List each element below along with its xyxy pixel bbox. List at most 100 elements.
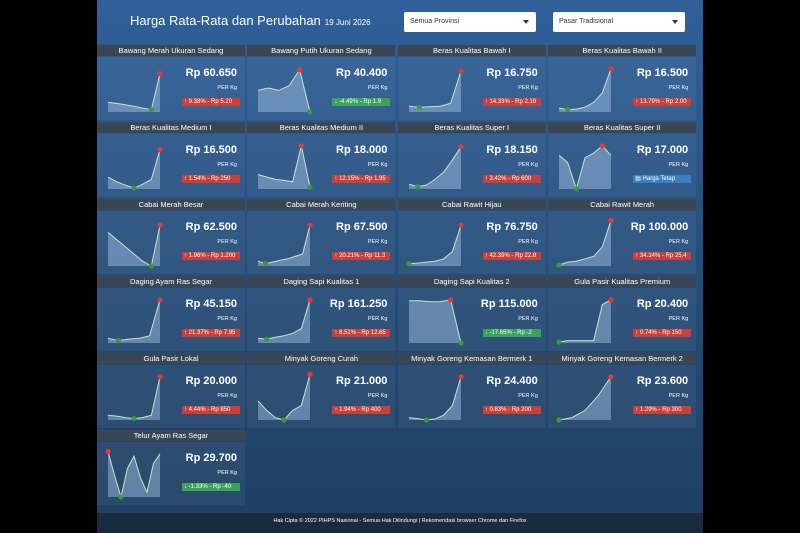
card-body: Rp 67.500 PER Kg ↑ 20.21% - Rp 11.3: [247, 211, 396, 274]
max-point: [458, 144, 464, 150]
change-icon: ↑: [635, 99, 640, 105]
sparkline-line: [559, 299, 612, 343]
change-badge: ↑ 12.15% - Rp 1.95: [332, 175, 391, 183]
change-text: -17.65% - Rp -2: [489, 330, 532, 336]
sparkline: [556, 217, 614, 268]
market-select[interactable]: Pasar Tradisional: [553, 12, 685, 32]
card-body: Rp 161.250 PER Kg ↑ 8.51% - Rp 12.65: [247, 288, 396, 351]
max-point: [297, 67, 303, 73]
card-title: Cabai Rawit Hijau: [397, 199, 546, 210]
price-card: Daging Sapi Kualitas 2 Rp 115.000 PER Kg ↓ …: [397, 276, 546, 351]
change-icon: ↑: [484, 176, 490, 182]
price-card: Minyak Goreng Kemasan Bermerk 2 Rp 23.600…: [548, 353, 697, 428]
max-point: [299, 143, 305, 149]
change-icon: ↑: [334, 407, 340, 413]
card-body: Rp 17.000 PER Kg ▤ Harga Tetap: [548, 134, 697, 197]
card-body: Rp 115.000 PER Kg ↓ -17.65% - Rp -2: [397, 288, 546, 351]
min-point: [423, 417, 429, 423]
min-point: [263, 261, 269, 267]
change-icon: ↑: [184, 407, 189, 413]
sparkline: [258, 143, 313, 190]
change-badge: ↑ 9.38% - Rp 5.20: [182, 98, 240, 106]
sparkline: [258, 222, 313, 267]
sparkline-line: [559, 220, 612, 266]
price-card: Beras Kualitas Medium II Rp 18.000 PER Kg ↑…: [247, 122, 396, 197]
sparkline-line: [408, 376, 462, 421]
price: Rp 100.000: [630, 221, 689, 233]
sparkline: [258, 371, 313, 423]
sparkline-area: [108, 376, 160, 420]
max-point: [608, 217, 614, 223]
sparkline-area: [108, 299, 160, 343]
sparkline: [107, 222, 163, 269]
change-text: 1.54% - Rp 250: [188, 176, 231, 182]
min-point: [458, 340, 464, 346]
price: Rp 29.700: [185, 452, 237, 464]
change-text: 3.42% - Rp 600: [489, 176, 532, 182]
price-card: Gula Pasir Kualitas Premium Rp 20.400 PER …: [548, 276, 697, 351]
max-point: [157, 297, 163, 303]
sparkline-line: [559, 376, 612, 421]
card-title: Bawang Putih Ukuran Sedang: [247, 45, 396, 56]
price: Rp 40.400: [336, 67, 388, 79]
card-body: Rp 60.650 PER Kg ↑ 9.38% - Rp 5.20: [97, 57, 245, 120]
sparkline: [107, 297, 163, 344]
sparkline: [408, 374, 464, 423]
card-body: Rp 16.500 PER Kg ↑ 13.79% - Rp 2.00: [548, 57, 697, 120]
unit: PER Kg: [217, 316, 237, 322]
change-badge: ↓ -4.49% - Rp 1.9: [332, 98, 391, 106]
min-point: [307, 109, 313, 115]
card-body: Rp 16.500 PER Kg ↑ 1.54% - Rp 250: [97, 134, 245, 197]
card-title: Gula Pasir Lokal: [97, 353, 245, 364]
change-icon: ↓: [334, 99, 340, 105]
price-card: Cabai Rawit Hijau Rp 76.750 PER Kg ↑ 42.39%…: [397, 199, 546, 274]
card-body: Rp 21.000 PER Kg ↑ 1.94% - Rp 400: [247, 365, 396, 428]
sparkline: [107, 374, 163, 422]
change-text: 1.94% - Rp 400: [339, 407, 381, 413]
change-icon: ↑: [184, 253, 189, 259]
change-badge: ↑ 13.79% - Rp 2.00: [633, 98, 692, 106]
card-body: Rp 23.600 PER Kg ↑ 1.29% - Rp 300: [548, 365, 697, 428]
card-title: Minyak Goreng Curah: [247, 353, 396, 364]
unit: PER Kg: [217, 85, 237, 91]
sparkline-line: [258, 68, 311, 113]
card-body: Rp 18.150 PER Kg ↑ 3.42% - Rp 600: [397, 134, 546, 197]
min-point: [556, 417, 562, 423]
change-icon: ▤: [635, 176, 643, 182]
price: Rp 62.500: [185, 221, 237, 233]
price: Rp 18.000: [336, 144, 388, 156]
change-text: 4.44% - Rp 850: [188, 407, 231, 413]
price: Rp 21.000: [336, 375, 388, 387]
change-badge: ▤ Harga Tetap: [633, 175, 692, 183]
unit: PER Kg: [367, 85, 388, 91]
unit: PER Kg: [518, 162, 538, 168]
price: Rp 20.000: [185, 375, 237, 387]
change-text: 0.83% - Rp 200: [489, 407, 532, 413]
card-title: Cabai Merah Keriting: [247, 199, 396, 210]
change-text: 21.37% - Rp 7.95: [188, 330, 236, 336]
price-card: Cabai Merah Besar Rp 62.500 PER Kg ↑ 1.96% …: [97, 199, 245, 274]
max-point: [307, 371, 313, 377]
price-card: Cabai Rawit Merah Rp 100.000 PER Kg ↑ 34.14…: [548, 199, 697, 274]
sparkline-area: [559, 68, 612, 112]
change-badge: ↑ 21.37% - Rp 7.95: [182, 329, 240, 337]
unit: PER Kg: [367, 393, 388, 399]
price: Rp 60.650: [185, 67, 237, 79]
sparkline-area: [408, 71, 461, 112]
min-point: [118, 494, 124, 500]
change-badge: ↑ 1.54% - Rp 250: [182, 175, 240, 183]
province-select[interactable]: Semua Provinsi: [404, 12, 536, 32]
max-point: [105, 448, 111, 454]
sparkline: [408, 68, 464, 112]
card-title: Beras Kualitas Bawah II: [548, 45, 697, 56]
change-badge: ↑ 42.39% - Rp 22.8: [482, 252, 541, 260]
unit: PER Kg: [367, 162, 388, 168]
change-badge: ↑ 1.29% - Rp 300: [633, 406, 692, 414]
price-card: Beras Kualitas Super II Rp 17.000 PER Kg ▤ …: [548, 122, 697, 197]
sparkline-area: [108, 149, 160, 189]
card-body: Rp 16.750 PER Kg ↑ 14.33% - Rp 2.10: [397, 57, 546, 120]
min-point: [115, 338, 121, 344]
price-card: Beras Kualitas Medium I Rp 16.500 PER Kg ↑ …: [97, 122, 245, 197]
change-badge: ↑ 3.42% - Rp 600: [482, 175, 541, 183]
unit: PER Kg: [518, 316, 538, 322]
